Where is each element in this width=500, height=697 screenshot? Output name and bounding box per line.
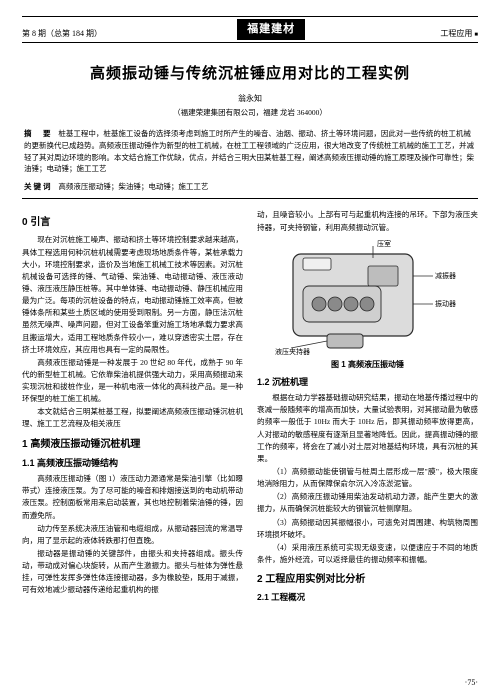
header-right-section: 工程应用 (440, 28, 478, 40)
section-1-1-para-3: 振动器是振动锤的关键部件，由振头和夹持器组成。振头传动，带动成对偏心块旋转，从而… (22, 548, 243, 597)
abstract-text: 桩基工程中，桩基施工设备的选择须考虑到施工时所产生的噪音、油烟、振动、挤土等环境… (24, 129, 474, 173)
section-0-title: 0 引言 (22, 215, 243, 230)
section-0-para-3: 本文就结合三明某桩基工程，拟要阐述高频液压振动锤沉桩机理、施工工艺流程及相关液压 (22, 406, 243, 430)
fig1-label-yasuo: 压室 (377, 239, 391, 248)
fig1-label-yeya: 液压夹持器 (275, 347, 310, 356)
section-1-2-para-5: （4）采用液压系统可实现无级变速，以便速应于不同的地质条件，施外经流，可以返择最… (257, 542, 478, 566)
left-column: 0 引言 现在对沉桩施工噪声、振动和挤土等环境控制要求越来越高，具体工程选用何种… (22, 209, 243, 606)
article-title: 高频振动锤与传统沉桩锤应用对比的工程实例 (22, 63, 478, 86)
fig1-label-zhendongqi: 振动器 (435, 299, 456, 308)
keywords-text: 高频液压振动锤；柴油锤；电动锤；施工工艺 (58, 182, 208, 191)
right-column: 动，且噪音较小。上部有可与起重机构连接的吊环。下部为液压夹持器，可夹持钢管，利用… (257, 209, 478, 606)
section-1-2-para-1: 根据在动力学器基础振动研究结果，振动在地基传播过程中的衰减一般随频率的增高而加快… (257, 392, 478, 465)
author-affiliation: （福建荣建集团有限公司，福建 龙岩 364000） (22, 107, 478, 118)
figure-1-hammer-diagram: 压室 减振器 振动器 液压夹持器 (273, 236, 463, 356)
separator-rule (22, 198, 478, 199)
keywords-block: 关键词 高频液压振动锤；柴油锤；电动锤；施工工艺 (24, 181, 476, 193)
section-2-1-title: 2.1 工程概况 (257, 591, 478, 604)
section-1-1-title: 1.1 高频液压振动锤结构 (22, 457, 243, 471)
abstract-block: 摘 要 桩基工程中，桩基施工设备的选择须考虑到施工时所产生的噪音、油烟、振动、挤… (24, 128, 476, 175)
section-2-title: 2 工程应用实例对比分析 (257, 572, 478, 587)
section-1-2-para-4: （3）高频振动因其振幅很小，可遗免对周围建、构筑物周围环境损坏破坏。 (257, 517, 478, 541)
page-header: 第 8 期（总第 184 期） 福建建材 工程应用 (22, 19, 478, 43)
author-name: 翁永知 (22, 93, 478, 105)
header-left: 第 8 期（总第 184 期） (22, 28, 102, 40)
figure-1-caption: 图 1 高频液压振动锤 (257, 359, 478, 371)
top-rule (22, 16, 478, 17)
section-1-1-para-2: 动力传至系统决液压油管和电缆组成，从振动器回流的常温导向，用了显示起的液体转跌那… (22, 523, 243, 547)
section-1-2-title: 1.2 沉桩机理 (257, 376, 478, 390)
section-1-1-para-1: 高频液压振动锤（图 1）液压动力源通常是柴油引擎（比如曝带式）连接液压泵。为了尽… (22, 473, 243, 522)
abstract-label: 摘 要 (24, 129, 53, 138)
fig1-label-jianzhenqi: 减振器 (435, 271, 456, 280)
section-1-2-para-2: （1）高频振动能使钢管与桩周土层形成一层"膜"，极大限度地消除阻力，从而保障保俞… (257, 466, 478, 490)
header-center-journal: 福建建材 (237, 19, 305, 40)
two-column-body: 0 引言 现在对沉桩施工噪声、振动和挤土等环境控制要求越来越高，具体工程选用何种… (22, 209, 478, 606)
section-0-para-2: 高频液压振动锤是一种发展于 20 世纪 80 年代，成熟于 90 年代的新型桩工… (22, 357, 243, 406)
keywords-label: 关键词 (24, 182, 53, 191)
page-number: ·75· (465, 677, 478, 689)
section-0-para-1: 现在对沉桩施工噪声、振动和挤土等环境控制要求越来越高，具体工程选用何种沉桩机械需… (22, 234, 243, 355)
right-continuation-para: 动，且噪音较小。上部有可与起重机构连接的吊环。下部为液压夹持器，可夹持钢管，利用… (257, 209, 478, 233)
section-1-title: 1 高频液压振动锤沉桩机理 (22, 437, 243, 452)
section-1-2-para-3: （2）高频液压振动锤用柴油发动机动力源，能产生更大的激振力，从而确保沉桩能较大的… (257, 491, 478, 515)
